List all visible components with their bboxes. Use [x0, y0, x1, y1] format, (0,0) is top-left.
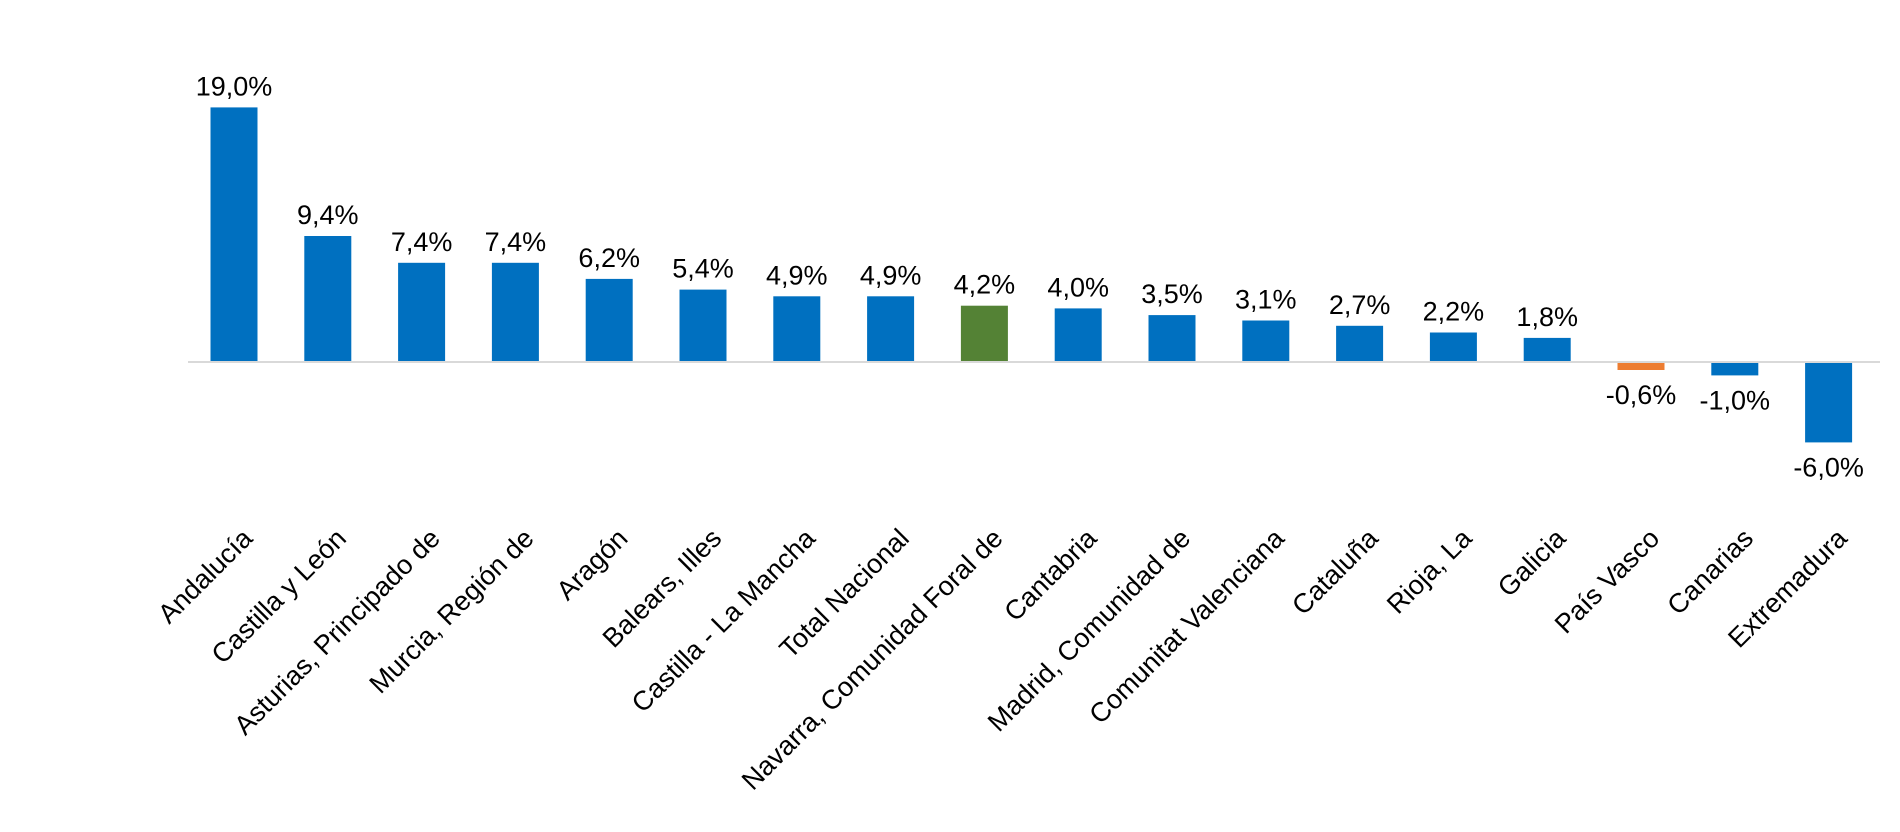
bar-asturias-principado-de [398, 262, 446, 362]
bar-andalucia [210, 107, 258, 363]
value-label-navarra-comunidad-foral-de: 4,2% [954, 270, 1016, 300]
bar-aragon [585, 278, 633, 362]
value-label-total-nacional: 4,9% [860, 260, 922, 290]
value-labels-group: 19,0% 9,4% 7,4% 7,4% 6,2% 5,4% 4,9% 4,9% 4,2% 4,0… [196, 71, 1864, 482]
bar-navarra-comunidad-foral-de [960, 305, 1008, 362]
category-label-comunitat-valenciana: Comunitat Valenciana [1083, 522, 1290, 729]
bar-comunitat-valenciana [1242, 320, 1290, 362]
value-label-cantabria: 4,0% [1047, 272, 1109, 302]
value-label-galicia: 1,8% [1516, 302, 1578, 332]
category-label-murcia-region-de: Murcia, Región de [363, 523, 539, 699]
bar-total-nacional [867, 296, 915, 362]
category-label-galicia: Galicia [1492, 522, 1572, 602]
value-label-extremadura: -6,0% [1793, 452, 1864, 482]
bar-balears-illes [679, 289, 727, 362]
category-label-aragon: Aragón [551, 523, 634, 606]
category-label-cataluna: Cataluña [1286, 522, 1384, 620]
value-label-andalucia: 19,0% [196, 71, 273, 101]
category-label-castilla-la-mancha: Castilla - La Mancha [626, 522, 822, 718]
bar-madrid-comunidad-de [1148, 315, 1196, 362]
value-label-balears-illes: 5,4% [672, 254, 734, 284]
category-label-canarias: Canarias [1661, 523, 1759, 621]
value-label-madrid-comunidad-de: 3,5% [1141, 279, 1203, 309]
bars-group [210, 107, 1853, 443]
bar-castilla-y-leon [304, 236, 352, 362]
bar-pais-vasco [1617, 362, 1665, 370]
bar-murcia-region-de [491, 262, 539, 362]
bar-castilla-la-mancha [773, 296, 821, 362]
value-label-pais-vasco: -0,6% [1606, 380, 1677, 410]
bar-canarias [1711, 362, 1759, 376]
value-label-castilla-y-leon: 9,4% [297, 200, 359, 230]
value-label-cataluna: 2,7% [1329, 290, 1391, 320]
bar-cataluna [1336, 325, 1384, 362]
value-label-comunitat-valenciana: 3,1% [1235, 285, 1297, 315]
value-label-rioja-la: 2,2% [1423, 297, 1485, 327]
bar-extremadura [1805, 362, 1853, 443]
value-label-aragon: 6,2% [578, 243, 640, 273]
bar-rioja-la [1429, 332, 1477, 362]
value-label-canarias: -1,0% [1700, 385, 1771, 415]
bar-cantabria [1054, 308, 1102, 362]
value-label-asturias-principado-de: 7,4% [391, 227, 453, 257]
value-label-murcia-region-de: 7,4% [485, 227, 547, 257]
bar-galicia [1523, 337, 1571, 362]
value-label-castilla-la-mancha: 4,9% [766, 260, 828, 290]
category-label-rioja-la: Rioja, La [1381, 522, 1478, 619]
